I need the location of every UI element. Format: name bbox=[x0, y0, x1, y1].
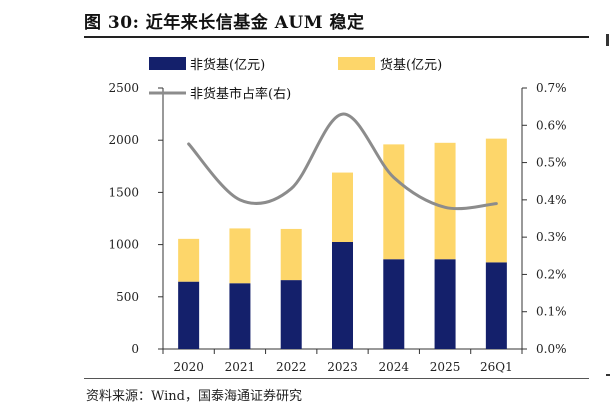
y-left-tick-label: 1000 bbox=[108, 238, 139, 252]
y-left-tick-label: 500 bbox=[116, 290, 139, 304]
y-left-tick-label: 2000 bbox=[108, 133, 139, 147]
bar-money-fund bbox=[332, 172, 353, 242]
bar-money-fund bbox=[434, 142, 456, 260]
y-right-tick-label: 0.4% bbox=[536, 193, 567, 207]
bar-money-fund bbox=[280, 228, 302, 281]
x-tick-label: 2022 bbox=[276, 360, 307, 374]
bar-non-money-fund bbox=[178, 281, 200, 349]
y-left-tick-label: 2500 bbox=[108, 81, 139, 95]
x-tick-label: 2023 bbox=[327, 360, 358, 374]
figure-title: 图 30: 近年来长信基金 AUM 稳定 bbox=[84, 13, 365, 33]
y-right-tick-label: 0.5% bbox=[536, 156, 567, 170]
x-tick-label: 2024 bbox=[379, 360, 410, 374]
y-right-tick-label: 0.3% bbox=[536, 230, 567, 244]
bar-money-fund bbox=[485, 138, 507, 263]
right-edge-mark-lower bbox=[606, 374, 610, 376]
right-edge-mark bbox=[606, 34, 609, 46]
y-right-tick-label: 0.7% bbox=[536, 81, 567, 95]
bar-non-money-fund bbox=[280, 280, 302, 349]
bar-money-fund bbox=[178, 238, 200, 282]
bar-non-money-fund bbox=[332, 241, 353, 349]
title-rule bbox=[84, 36, 589, 38]
x-tick-label: 2021 bbox=[225, 360, 256, 374]
legend-label-non-money-fund: 非货基(亿元) bbox=[190, 57, 265, 73]
y-left-tick-label: 0 bbox=[131, 342, 139, 356]
y-right-tick-label: 0.2% bbox=[536, 267, 567, 281]
y-right-tick-label: 0.6% bbox=[536, 118, 567, 132]
bar-money-fund bbox=[229, 228, 251, 284]
legend-swatch-non-money-fund bbox=[149, 57, 186, 70]
x-tick-label: 2020 bbox=[173, 360, 204, 374]
source-rule bbox=[84, 378, 589, 379]
legend: 非货基(亿元) 货基(亿元) 非货基市占率(右) bbox=[149, 57, 442, 102]
y-left-tick-label: 1500 bbox=[108, 185, 139, 199]
share-line-group bbox=[187, 112, 498, 211]
bars bbox=[178, 138, 507, 349]
bar-non-money-fund bbox=[485, 262, 507, 349]
bar-non-money-fund bbox=[229, 283, 251, 349]
x-tick-label: 2025 bbox=[430, 360, 461, 374]
bar-non-money-fund bbox=[434, 259, 456, 349]
legend-label-share-line: 非货基市占率(右) bbox=[190, 86, 291, 102]
share-line bbox=[187, 112, 498, 211]
source-note: 资料来源：Wind，国泰海通证券研究 bbox=[86, 389, 302, 404]
legend-swatch-money-fund bbox=[338, 57, 375, 70]
y-right-tick-label: 0.1% bbox=[536, 305, 567, 319]
y-right-tick-label: 0.0% bbox=[536, 342, 567, 356]
legend-label-money-fund: 货基(亿元) bbox=[380, 57, 442, 73]
bar-non-money-fund bbox=[383, 259, 405, 349]
x-tick-label: 26Q1 bbox=[480, 360, 513, 374]
bar-money-fund bbox=[383, 144, 405, 260]
